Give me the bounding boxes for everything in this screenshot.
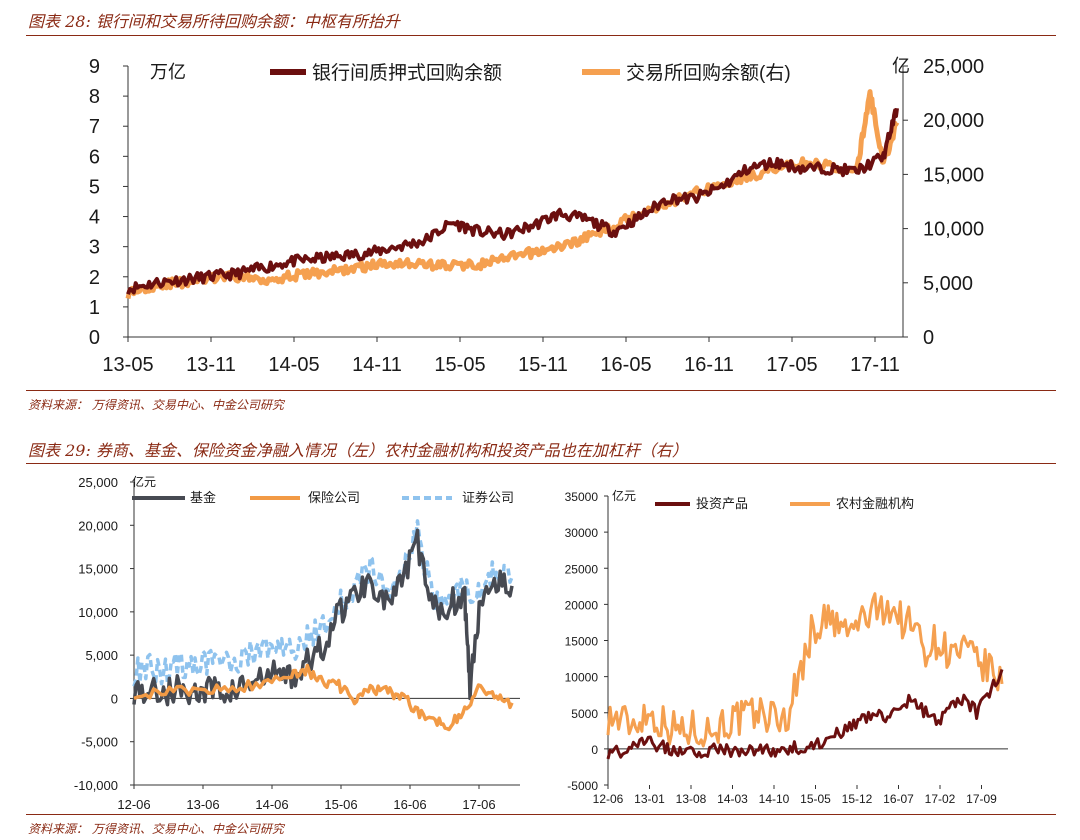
chart29-left-x-tick-label: 17-06 xyxy=(462,797,495,810)
chart29-right-tick-label: 35000 xyxy=(565,490,599,504)
figure28-source: 资料来源： 万得资讯、交易中心、中金公司研究 xyxy=(28,398,284,412)
chart29-left-tick-label: 10,000 xyxy=(78,605,118,620)
chart28-series-bank xyxy=(126,107,899,295)
chart29-right-tick-label: 15000 xyxy=(565,635,599,649)
chart29-left-tick-label: 0 xyxy=(111,691,118,706)
chart29-right-x-tick-label: 12-06 xyxy=(593,792,624,806)
chart28-right-tick-label: 15,000 xyxy=(923,164,984,186)
chart28-legend-exchange: 交易所回购余额(右) xyxy=(626,62,791,84)
chart29-right: -5000 0 5000 10000 15000 20000 25000 30000 35000… xyxy=(565,488,1008,806)
chart29-left: -10,000 -5,000 0 5,000 10,000 15,000 20,000 25,… xyxy=(74,474,520,810)
chart28-left-tick-label: 6 xyxy=(89,146,100,168)
chart28-right-tick-label: 20,000 xyxy=(923,110,984,132)
chart28-x-tick-label: 14-05 xyxy=(268,354,319,376)
chart28-right-tick-label: 10,000 xyxy=(923,219,984,241)
chart28-x-tick-label: 17-11 xyxy=(850,354,900,376)
figure28-bottom-rule xyxy=(26,390,1056,391)
chart29-right-x-tick-label: 13-01 xyxy=(634,792,665,806)
figure29-title: 图表 29: 券商、基金、保险资金净融入情况（左）农村金融机构和投资产品也在加杠… xyxy=(28,441,688,460)
chart28-left-tick-label: 2 xyxy=(89,267,100,289)
chart29-right-x-tick-label: 14-10 xyxy=(759,792,790,806)
chart29-right-x-tick-label: 14-03 xyxy=(717,792,748,806)
chart29-right-tick-label: -5000 xyxy=(567,779,598,793)
chart29-left-x-tick-label: 16-06 xyxy=(393,797,426,810)
figure28-title: 图表 28: 银行间和交易所待回购余额：中枢有所抬升 xyxy=(28,12,400,31)
chart28-series xyxy=(125,89,900,300)
chart28-x-tick-label: 17-05 xyxy=(766,354,817,376)
chart28-right-tick-label: 0 xyxy=(923,327,934,349)
chart29-right-x-axis: 12-06 13-01 13-08 14-03 14-10 15-05 15-12 16-07… xyxy=(593,748,1008,806)
chart29-right-tick-label: 10000 xyxy=(565,671,599,685)
chart28-x-tick-label: 14-11 xyxy=(352,354,402,376)
chart29-left-legend-fund: 基金 xyxy=(190,490,216,505)
chart28-left-tick-label: 1 xyxy=(89,297,100,319)
chart28-x-tick-label: 13-05 xyxy=(102,354,153,376)
chart28-left-tick-label: 0 xyxy=(89,327,100,349)
chart29-right-tick-label: 5000 xyxy=(571,707,598,721)
chart29-right-axis: -5000 0 5000 10000 15000 20000 25000 30000 35000 xyxy=(565,490,609,793)
chart29-right-tick-label: 20000 xyxy=(565,598,599,612)
chart28-series-exchange xyxy=(125,89,900,300)
chart28-left-tick-label: 9 xyxy=(89,56,100,78)
chart28-left-tick-label: 3 xyxy=(89,237,100,259)
chart29-left-tick-label: 25,000 xyxy=(78,475,118,490)
chart29-left-unit: 亿元 xyxy=(132,474,156,489)
chart28-left-tick-label: 8 xyxy=(89,86,100,108)
chart28-x-axis: 13-05 13-11 14-05 14-11 15-05 15-11 16-05 16-11… xyxy=(102,336,903,376)
chart29-right-legend-rural: 农村金融机构 xyxy=(836,496,914,511)
chart29-left-tick-label: 20,000 xyxy=(78,518,118,533)
chart29-right-unit: 亿元 xyxy=(612,488,636,503)
chart28-x-tick-label: 15-05 xyxy=(434,354,485,376)
chart29-left-x-tick-label: 13-06 xyxy=(186,797,219,810)
chart29-left-series-fund xyxy=(132,528,514,707)
chart29-right-x-tick-label: 15-05 xyxy=(800,792,831,806)
chart28-right-axis: 0 5,000 10,000 15,000 20,000 25,000 xyxy=(902,56,984,349)
chart29-left-tick-label: 5,000 xyxy=(85,648,118,663)
chart29-right-tick-label: 0 xyxy=(591,743,598,757)
chart29-right-series-rural xyxy=(606,592,1004,748)
chart29-right-x-tick-label: 16-07 xyxy=(883,792,914,806)
chart29-left-tick-label: -10,000 xyxy=(74,778,118,793)
figure29-source: 资料来源： 万得资讯、交易中心、中金公司研究 xyxy=(28,822,284,836)
chart29-left-legend-insurance: 保险公司 xyxy=(308,490,360,505)
chart28-x-tick-label: 16-05 xyxy=(600,354,651,376)
figure29-top-rule xyxy=(26,463,1056,464)
chart28-left-tick-label: 7 xyxy=(89,116,100,138)
chart29-right-series-product xyxy=(606,668,1004,760)
chart29-left-series-securities xyxy=(132,519,514,687)
chart28-left-axis: 0 1 2 3 4 5 6 7 8 9 xyxy=(89,56,129,349)
chart28: 0 1 2 3 4 5 6 7 8 9 0 5,000 10,000 15,000 20,000 25,00… xyxy=(89,56,984,376)
chart29-left-x-tick-label: 14-06 xyxy=(255,797,288,810)
chart29-left-x-tick-label: 15-06 xyxy=(324,797,357,810)
chart29-right-x-tick-label: 17-09 xyxy=(966,792,997,806)
chart29-left-series xyxy=(132,519,514,732)
chart29-right-tick-label: 30000 xyxy=(565,526,599,540)
chart28-x-tick-label: 15-11 xyxy=(518,354,568,376)
chart29-right-x-tick-label: 15-12 xyxy=(842,792,873,806)
chart28-x-tick-label: 16-11 xyxy=(684,354,734,376)
chart29-right-series xyxy=(606,592,1004,760)
chart29-right-x-tick-label: 17-02 xyxy=(925,792,956,806)
chart29-left-axis: -10,000 -5,000 0 5,000 10,000 15,000 20,000 25,… xyxy=(74,475,135,793)
chart28-right-tick-label: 5,000 xyxy=(923,273,973,295)
chart29-right-legend-product: 投资产品 xyxy=(696,496,748,511)
figure28-top-rule xyxy=(26,35,1056,36)
chart29-right-tick-label: 25000 xyxy=(565,562,599,576)
chart28-right-tick-label: 25,000 xyxy=(923,56,984,78)
chart29-right-x-tick-label: 13-08 xyxy=(676,792,707,806)
chart28-legend-bank: 银行间质押式回购余额 xyxy=(312,62,502,84)
chart29-left-tick-label: -5,000 xyxy=(81,735,118,750)
chart28-right-unit: 亿 xyxy=(892,56,910,76)
chart29-left-legend-securities: 证券公司 xyxy=(462,490,514,505)
chart28-left-unit: 万亿 xyxy=(150,62,186,82)
figure29-bottom-rule xyxy=(26,814,1056,815)
chart28-x-tick-label: 13-11 xyxy=(186,354,236,376)
chart29-left-tick-label: 15,000 xyxy=(78,562,118,577)
chart29-left-x-tick-label: 12-06 xyxy=(117,797,150,810)
chart29-left-series-insurance xyxy=(133,663,514,732)
chart28-left-tick-label: 4 xyxy=(89,207,100,229)
chart28-left-tick-label: 5 xyxy=(89,176,100,198)
